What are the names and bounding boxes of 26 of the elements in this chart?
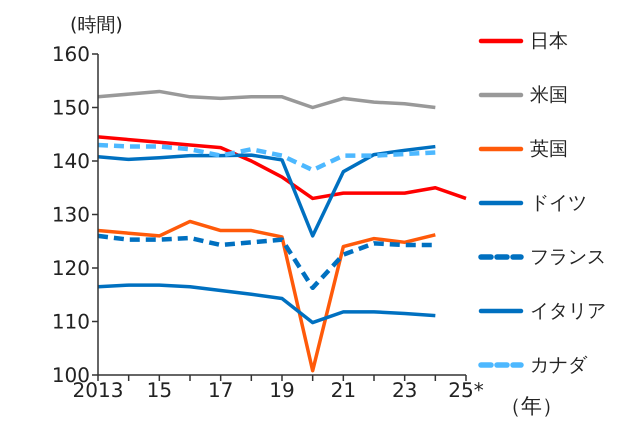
y-tick-label: 120 xyxy=(52,256,90,280)
legend-label: 英国 xyxy=(530,137,568,162)
legend-label: イタリア xyxy=(530,299,606,324)
legend-label: ドイツ xyxy=(530,191,587,216)
x-tick-label: 17 xyxy=(208,378,234,402)
y-tick-label: 160 xyxy=(52,42,90,66)
line-series xyxy=(96,135,468,200)
x-tick-label: 23 xyxy=(392,378,418,402)
line-series xyxy=(96,220,438,372)
legend-label: カナダ xyxy=(530,353,587,378)
x-tick-label: 15 xyxy=(146,378,172,402)
x-tick-label: 21 xyxy=(330,378,356,402)
x-tick-label: 25* xyxy=(448,378,484,402)
x-axis-title: （年） xyxy=(500,393,563,420)
y-tick-label: 140 xyxy=(52,149,90,174)
legend-label: フランス xyxy=(530,245,606,270)
line-series xyxy=(96,283,438,324)
y-tick-label: 150 xyxy=(52,96,90,120)
x-tick-label: 19 xyxy=(269,378,295,402)
line-series xyxy=(96,90,438,110)
legend-label: 日本 xyxy=(530,29,568,54)
legend-label: 米国 xyxy=(530,83,568,108)
y-axis-title: (時間) xyxy=(70,13,123,38)
line-series xyxy=(96,144,438,238)
y-tick-label: 110 xyxy=(52,310,90,334)
y-tick-label: 130 xyxy=(52,202,90,227)
